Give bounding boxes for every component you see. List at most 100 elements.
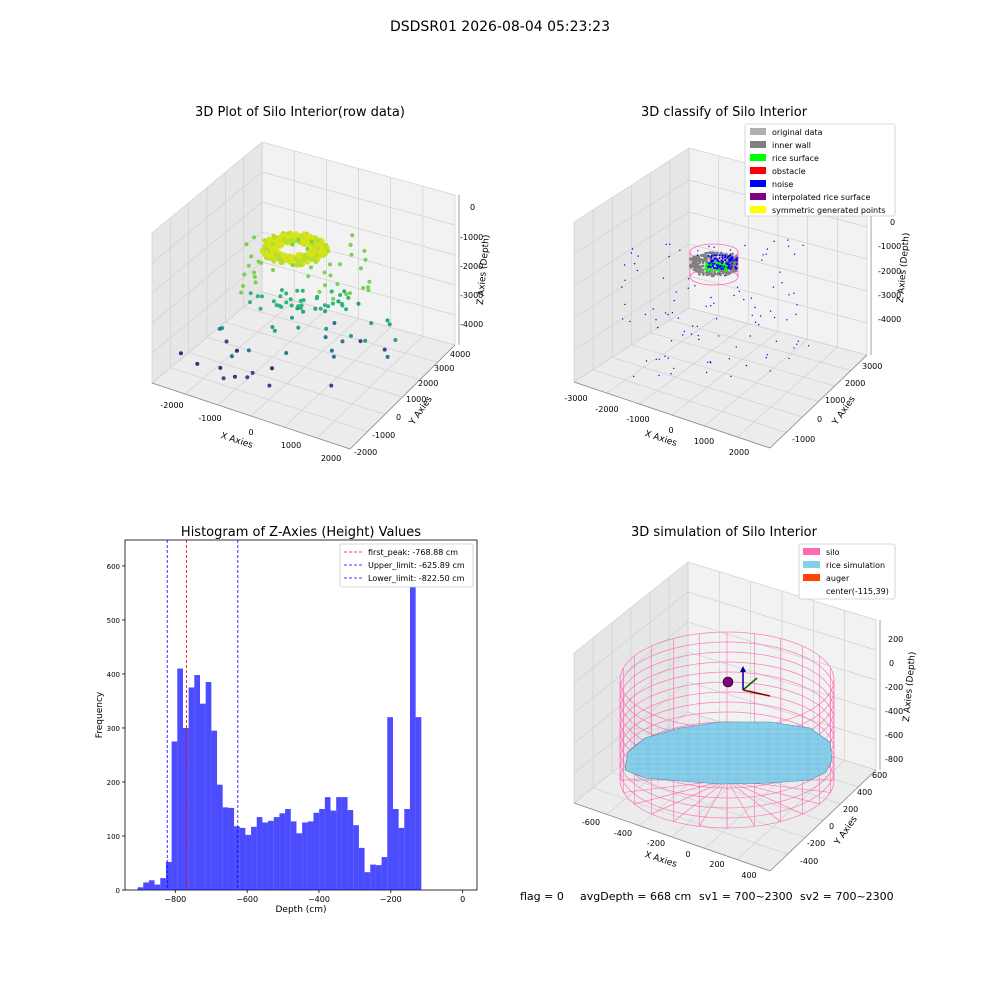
scatter-point <box>322 270 327 275</box>
inner-wall-point <box>699 254 703 257</box>
floor-pane <box>152 292 455 449</box>
grid-line <box>669 319 851 371</box>
rice-surface-point <box>709 268 712 272</box>
grid-line <box>631 344 819 402</box>
histogram-bar <box>290 821 297 890</box>
scatter-point <box>249 254 254 259</box>
noise-point <box>697 334 699 337</box>
noise-point <box>644 313 647 316</box>
noise-point <box>736 286 739 288</box>
scatter-point <box>324 326 329 331</box>
y-tick-label: 300 <box>107 725 120 733</box>
histogram-bar <box>222 807 229 890</box>
noise-point <box>733 294 735 297</box>
legend-swatch <box>803 548 820 555</box>
scatter-point <box>305 246 310 251</box>
noise-point <box>725 262 728 265</box>
noise-point <box>718 257 721 259</box>
scatter-point <box>301 309 306 314</box>
auger-marker <box>722 666 771 697</box>
histogram-bar <box>387 717 393 890</box>
histogram-bar <box>285 808 291 890</box>
scatter-point <box>298 262 304 268</box>
rice-surface-point <box>703 268 706 271</box>
x-tick-label: -200 <box>647 839 665 848</box>
z-tick-labels: 0 -1000 -2000 -3000 -4000 <box>460 203 483 329</box>
legend-swatch <box>750 180 766 187</box>
histogram-bar <box>171 741 178 890</box>
rice-surface-point <box>706 267 710 270</box>
x-tick-label: 1000 <box>281 441 301 450</box>
legend-swatch <box>750 141 766 148</box>
histogram-bar <box>296 833 303 890</box>
noise-point <box>729 249 732 251</box>
noise-point <box>713 246 715 248</box>
scatter-point <box>255 294 260 299</box>
scatter-point <box>344 292 349 297</box>
scatter-point <box>295 288 300 293</box>
y-tick-label: 1000 <box>825 396 845 405</box>
inner-wall-point <box>705 273 709 277</box>
y-tick-label: -200 <box>807 839 825 848</box>
scatter-point <box>284 300 289 305</box>
noise-point <box>673 367 675 370</box>
noise-point <box>696 254 699 256</box>
noise-point <box>698 338 700 341</box>
scatter-point <box>361 286 366 290</box>
noise-point <box>726 257 729 260</box>
noise-point <box>760 315 762 317</box>
scatter-point <box>232 374 237 379</box>
scatter-point <box>338 293 343 297</box>
scatter-point <box>246 348 251 353</box>
noise-point <box>793 253 796 255</box>
inner-wall-point <box>715 251 719 255</box>
inner-wall-point <box>694 269 698 273</box>
noise-point <box>679 249 681 251</box>
scatter-point <box>323 283 327 288</box>
scatter-point <box>270 325 275 329</box>
scatter-point <box>296 237 301 242</box>
noise-point <box>710 260 713 263</box>
grid-line <box>225 321 421 381</box>
y-tick-label: -1000 <box>372 431 395 440</box>
grid-line <box>573 621 877 714</box>
scatter-point <box>297 255 302 260</box>
noise-point <box>766 354 768 356</box>
legend-label: auger <box>826 574 850 583</box>
scatter-point <box>342 289 347 294</box>
scatter-point <box>349 252 354 257</box>
scatter-point <box>315 246 320 251</box>
legend-label: interpolated rice surface <box>772 193 870 202</box>
scatter-point <box>340 303 345 308</box>
grid-line <box>573 275 868 351</box>
inner-wall-point <box>693 261 697 265</box>
histogram-bar <box>137 887 144 890</box>
x-axis-line <box>573 381 771 449</box>
scatter-point <box>248 300 252 305</box>
scatter-point <box>317 289 322 294</box>
status-sv2: sv2 = 700~2300 <box>800 890 894 903</box>
scatter-point <box>366 285 371 290</box>
x-tick-label: −800 <box>164 895 186 904</box>
scatter-point <box>335 282 340 287</box>
reference-lines <box>166 540 239 890</box>
noise-point <box>721 254 724 257</box>
scatter-point <box>309 253 314 258</box>
scatter-point <box>306 274 311 279</box>
y-tick-label: 2000 <box>418 379 438 388</box>
silo-floor-spoke <box>726 779 781 822</box>
scatter-point <box>259 249 264 254</box>
scatter-point <box>266 243 272 249</box>
y-tick-label: 4000 <box>450 350 470 359</box>
scatter-point <box>306 255 311 260</box>
noise-point <box>712 266 715 269</box>
scatter-point <box>246 263 251 268</box>
noise-point <box>623 264 626 266</box>
scatter-point <box>285 234 291 240</box>
y-tick-label: 1000 <box>406 395 426 404</box>
grid-line <box>573 651 877 744</box>
scatter-point <box>328 273 333 278</box>
grid-line <box>593 369 787 433</box>
noise-point <box>655 319 657 321</box>
histogram-bar <box>381 857 388 890</box>
